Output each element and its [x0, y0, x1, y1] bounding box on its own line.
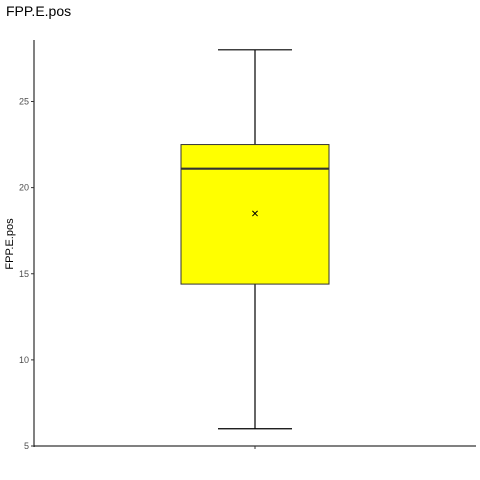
y-tick-label: 10	[19, 355, 29, 365]
chart-title: FPP.E.pos	[6, 3, 71, 19]
y-tick-label: 5	[24, 441, 29, 451]
plot-area: 5 10 15 20 25	[19, 40, 476, 451]
y-tick-label: 20	[19, 183, 29, 193]
y-axis-label: FPP.E.pos	[4, 218, 16, 270]
y-tick-label: 15	[19, 269, 29, 279]
box-iqr	[181, 145, 329, 285]
y-tick-label: 25	[19, 97, 29, 107]
